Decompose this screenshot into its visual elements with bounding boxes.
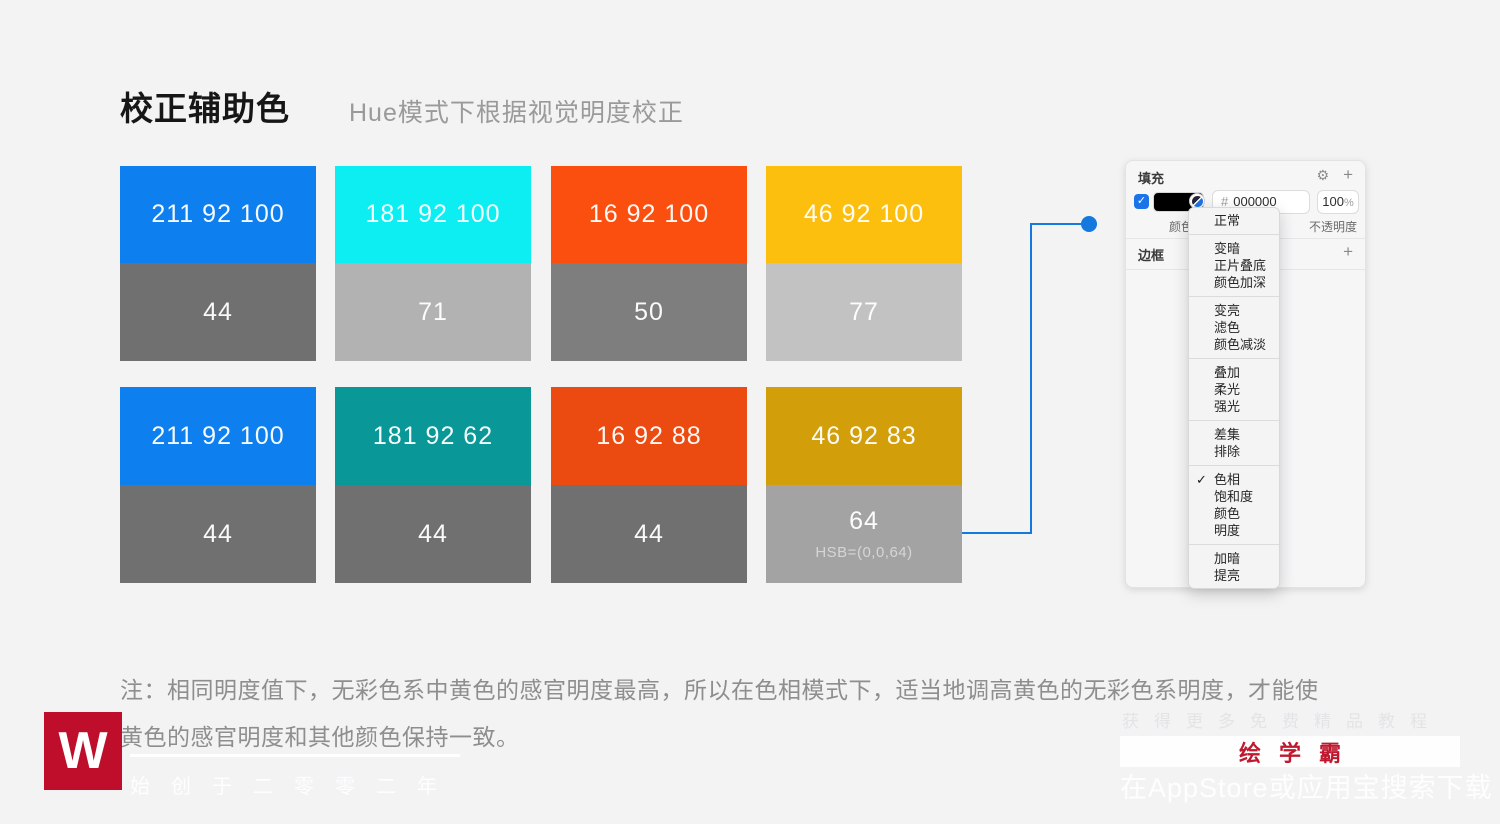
menu-item-soft-light[interactable]: 柔光 xyxy=(1214,382,1241,397)
hex-prefix: # xyxy=(1221,194,1229,209)
swatch-gray-area: 64 HSB=(0,0,64) xyxy=(766,485,962,583)
add-fill-button[interactable]: + xyxy=(1343,165,1353,184)
menu-item-hard-light[interactable]: 强光 xyxy=(1214,399,1241,414)
menu-item-overlay[interactable]: 叠加 xyxy=(1214,365,1241,380)
watermark-founded-text: 始创于二零零二年 xyxy=(130,776,458,798)
menu-item-plus-lighter[interactable]: 提亮 xyxy=(1214,568,1241,583)
swatch-blue-corrected: 211 92 100 44 xyxy=(120,387,316,583)
note-line-1: 注：相同明度值下，无彩色系中黄色的感官明度最高，所以在色相模式下，适当地调高黄色… xyxy=(120,677,1319,703)
swatch-gray-area: 44 xyxy=(551,485,747,583)
watermark-divider-line xyxy=(130,754,460,757)
swatch-color-area: 16 92 100 xyxy=(551,166,747,263)
hsb-value: 211 92 100 xyxy=(151,421,285,450)
gray-value: 71 xyxy=(418,297,448,326)
swatch-blue-original: 211 92 100 44 xyxy=(120,166,316,361)
menu-item-screen[interactable]: 滤色 xyxy=(1214,320,1241,335)
menu-item-saturation[interactable]: 饱和度 xyxy=(1214,489,1254,504)
percent-sign: % xyxy=(1343,197,1354,209)
gray-value: 64 xyxy=(849,507,879,535)
fill-section-title: 填充 xyxy=(1138,171,1165,186)
menu-item-hue: ✓ 色相 xyxy=(1189,471,1279,488)
menu-item-lighten[interactable]: 变亮 xyxy=(1214,303,1241,318)
gray-value: 44 xyxy=(203,297,233,326)
swatch-teal-corrected: 181 92 62 44 xyxy=(335,387,531,583)
swatch-yellow-original: 46 92 100 77 xyxy=(766,166,962,361)
menu-item-normal[interactable]: 正常 xyxy=(1214,213,1241,228)
swatch-color-area: 211 92 100 xyxy=(120,387,316,485)
menu-item-difference[interactable]: 差集 xyxy=(1214,427,1241,442)
menu-separator xyxy=(1189,544,1279,545)
swatch-gray-area: 71 xyxy=(335,263,531,361)
watermark-promo-text: 获得更多免费精品教程 xyxy=(1122,712,1442,731)
logo-letter: W xyxy=(58,722,108,780)
swatch-gray-area: 50 xyxy=(551,263,747,361)
menu-item-color-burn[interactable]: 颜色加深 xyxy=(1214,275,1267,290)
hsb-annotation: HSB=(0,0,64) xyxy=(815,544,913,561)
swatch-color-area: 181 92 62 xyxy=(335,387,531,485)
opacity-value: 100 xyxy=(1322,194,1344,209)
menu-separator xyxy=(1189,358,1279,359)
page-title: 校正辅助色 xyxy=(120,90,290,127)
hsb-value: 46 92 83 xyxy=(811,421,917,450)
menu-item-darken[interactable]: 变暗 xyxy=(1214,241,1241,256)
gray-value: 44 xyxy=(203,519,233,548)
watermark-brand-band: 绘学霸 xyxy=(1120,736,1460,767)
gray-value: 44 xyxy=(418,519,448,548)
menu-item-color[interactable]: 颜色 xyxy=(1214,506,1241,521)
swatch-color-area: 211 92 100 xyxy=(120,166,316,263)
menu-separator xyxy=(1189,296,1279,297)
blend-mode-menu: 正常 变暗 正片叠底 颜色加深 变亮 滤色 颜色减淡 叠加 柔光 强光 差集 排… xyxy=(1188,207,1280,589)
swatch-color-area: 46 92 100 xyxy=(766,166,962,263)
border-section-title: 边框 xyxy=(1138,248,1165,263)
menu-item-exclusion[interactable]: 排除 xyxy=(1214,444,1241,459)
swatch-yellow-corrected: 46 92 83 64 HSB=(0,0,64) xyxy=(766,387,962,583)
menu-item-multiply[interactable]: 正片叠底 xyxy=(1214,258,1267,273)
swatch-cyan-original: 181 92 100 71 xyxy=(335,166,531,361)
gray-value: 50 xyxy=(634,297,664,326)
swatch-orange-corrected: 16 92 88 44 xyxy=(551,387,747,583)
menu-separator xyxy=(1189,420,1279,421)
swatch-color-area: 181 92 100 xyxy=(335,166,531,263)
hsb-value: 16 92 88 xyxy=(596,421,702,450)
menu-separator xyxy=(1189,465,1279,466)
hsb-value: 181 92 62 xyxy=(372,421,494,450)
fill-enabled-checkbox[interactable]: ✓ xyxy=(1134,194,1149,209)
brand-logo: W xyxy=(44,712,122,790)
opacity-input[interactable]: 100% xyxy=(1317,190,1359,214)
watermark-appstore-text: 在AppStore或应用宝搜索下载 xyxy=(1120,773,1493,803)
page-subtitle: Hue模式下根据视觉明度校正 xyxy=(349,99,684,127)
menu-item-hue-label[interactable]: 色相 xyxy=(1214,472,1241,487)
swatch-gray-area: 44 xyxy=(335,485,531,583)
swatch-gray-area: 44 xyxy=(120,485,316,583)
hsb-value: 211 92 100 xyxy=(151,200,285,228)
gray-value: 77 xyxy=(849,297,879,326)
gray-value: 44 xyxy=(634,519,664,548)
menu-separator xyxy=(1189,234,1279,235)
menu-item-plus-darker[interactable]: 加暗 xyxy=(1214,551,1241,566)
opacity-label: 不透明度 xyxy=(1308,220,1357,234)
add-border-button[interactable]: + xyxy=(1343,242,1353,261)
swatch-gray-area: 44 xyxy=(120,263,316,361)
hsb-value: 46 92 100 xyxy=(803,200,925,228)
watermark-brand-name: 绘学霸 xyxy=(1238,740,1359,766)
swatch-gray-area: 77 xyxy=(766,263,962,361)
swatch-color-area: 16 92 88 xyxy=(551,387,747,485)
gear-icon[interactable]: ⚙ xyxy=(1316,167,1329,183)
color-label: 颜色 xyxy=(1168,220,1193,234)
hsb-value: 181 92 100 xyxy=(365,200,501,228)
hsb-value: 16 92 100 xyxy=(588,200,710,228)
hex-value: 000000 xyxy=(1233,194,1277,209)
check-icon: ✓ xyxy=(1196,472,1207,487)
swatch-color-area: 46 92 83 xyxy=(766,387,962,485)
menu-item-color-dodge[interactable]: 颜色减淡 xyxy=(1214,337,1267,352)
callout-dot xyxy=(1081,216,1097,232)
note-line-2: 黄色的感官明度和其他颜色保持一致。 xyxy=(120,724,520,750)
menu-item-luminosity[interactable]: 明度 xyxy=(1214,523,1241,538)
swatch-orange-original: 16 92 100 50 xyxy=(551,166,747,361)
